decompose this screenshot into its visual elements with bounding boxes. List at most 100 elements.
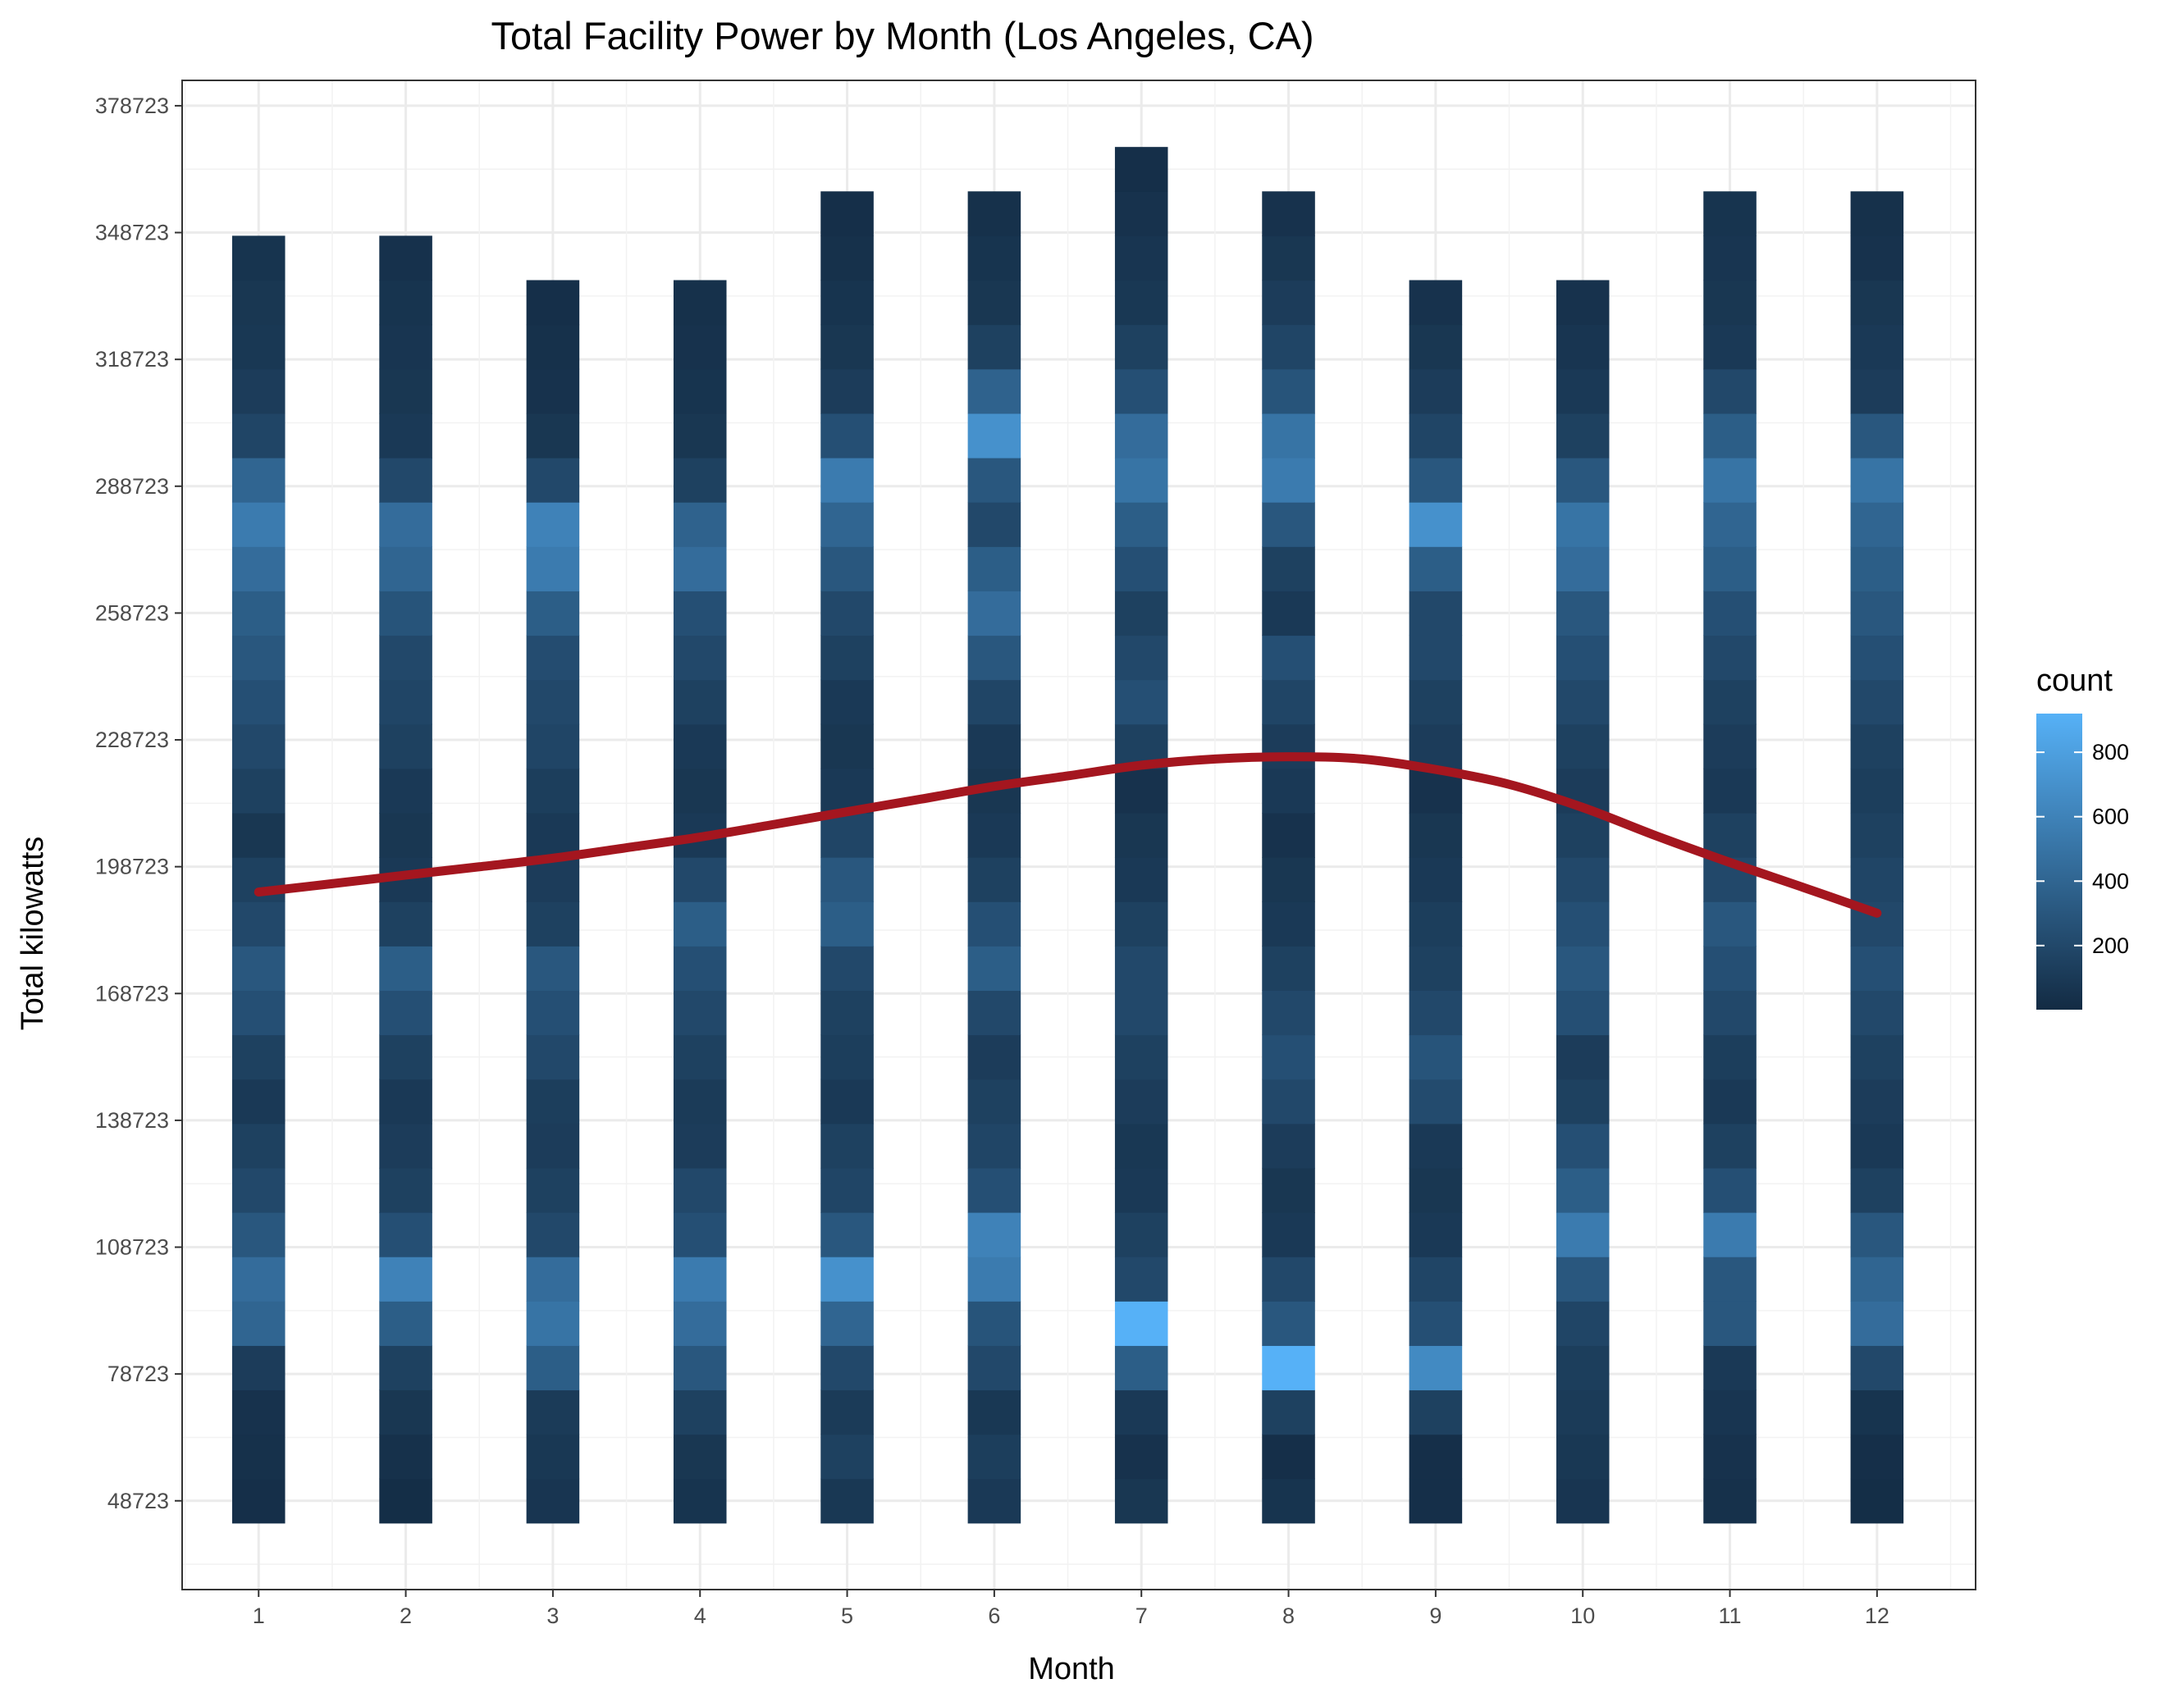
heatmap-bin [1114, 591, 1168, 636]
heatmap-bin [379, 1257, 432, 1302]
heatmap-bin [379, 1478, 432, 1524]
heatmap-bin [1703, 1434, 1757, 1480]
heatmap-bin [379, 235, 432, 281]
y-tick-label: 288723 [95, 474, 169, 499]
heatmap-bin [1262, 1123, 1315, 1169]
heatmap-bin [526, 1079, 580, 1125]
heatmap-bin [673, 502, 727, 547]
heatmap-bin [1556, 723, 1610, 769]
y-tick-label: 258723 [95, 600, 169, 625]
legend-tick-label: 400 [2092, 869, 2129, 893]
heatmap-bin [231, 280, 286, 326]
heatmap-bin [1703, 324, 1757, 370]
heatmap-bin [967, 679, 1021, 725]
heatmap-bin [1850, 502, 1904, 547]
heatmap-bin [1409, 546, 1463, 591]
heatmap-bin [1703, 280, 1757, 326]
heatmap-bin [1262, 812, 1315, 858]
heatmap-bin [379, 946, 432, 992]
heatmap-bin [967, 1301, 1021, 1346]
heatmap-bin [1556, 324, 1610, 370]
heatmap-bin [1703, 1389, 1757, 1435]
heatmap-bin [379, 1434, 432, 1480]
heatmap-bin [1114, 946, 1168, 992]
heatmap-bin [967, 368, 1021, 414]
legend: count 200 400 600 800 [2036, 664, 2129, 1010]
heatmap-bin [379, 1212, 432, 1257]
heatmap-bin [379, 413, 432, 458]
heatmap-bin [1409, 413, 1463, 458]
heatmap-bin [1850, 723, 1904, 769]
heatmap-bin [1556, 1478, 1610, 1524]
heatmap-bin [820, 723, 874, 769]
heatmap-bin [820, 857, 874, 902]
heatmap-bin [1850, 812, 1904, 858]
heatmap-bin [526, 1257, 580, 1302]
heatmap-bin [379, 990, 432, 1036]
heatmap-bin [1114, 1123, 1168, 1169]
heatmap-bin [379, 1301, 432, 1346]
heatmap-bin [1703, 1345, 1757, 1391]
heatmap-bin [820, 990, 874, 1036]
x-tick-label: 9 [1429, 1604, 1442, 1628]
heatmap-bin [1114, 901, 1168, 947]
heatmap-bin [526, 1167, 580, 1213]
heatmap-bin [379, 1389, 432, 1435]
y-tick-label: 48723 [107, 1489, 169, 1513]
heatmap-bin [1409, 1167, 1463, 1213]
heatmap-bin [1262, 1389, 1315, 1435]
heatmap-bin [1556, 546, 1610, 591]
heatmap-bin [1850, 1212, 1904, 1257]
heatmap-bin [1556, 990, 1610, 1036]
heatmap-bin [526, 413, 580, 458]
heatmap-bin [967, 1123, 1021, 1169]
heatmap-bin [379, 280, 432, 326]
heatmap-bin [1556, 1167, 1610, 1213]
heatmap-bin [820, 324, 874, 370]
heatmap-bin [231, 1257, 286, 1302]
heatmap-bin [1114, 1389, 1168, 1435]
heatmap-bin [1409, 1478, 1463, 1524]
heatmap-bin [1114, 857, 1168, 902]
heatmap-bin [1262, 1079, 1315, 1125]
heatmap-bin [673, 1478, 727, 1524]
heatmap-bin [526, 812, 580, 858]
heatmap-bin [231, 458, 286, 503]
heatmap-bin [1850, 546, 1904, 591]
heatmap-bin [820, 1257, 874, 1302]
heatmap-bin [1409, 458, 1463, 503]
heatmap-bin [673, 679, 727, 725]
heatmap-bin [1409, 635, 1463, 681]
heatmap-bin [231, 1167, 286, 1213]
heatmap-bin [1114, 1079, 1168, 1125]
heatmap-bin [231, 1034, 286, 1080]
heatmap-bin [820, 1389, 874, 1435]
heatmap-bin [1850, 1345, 1904, 1391]
heatmap-bin [1114, 1301, 1168, 1346]
heatmap-bin [1703, 1123, 1757, 1169]
heatmap-bin [1114, 1034, 1168, 1080]
heatmap-bin [967, 324, 1021, 370]
heatmap-bin [1114, 324, 1168, 370]
heatmap-bin [1262, 635, 1315, 681]
heatmap-bin [1262, 901, 1315, 947]
heatmap-bin [1409, 368, 1463, 414]
heatmap-bin [1850, 591, 1904, 636]
heatmap-bin [526, 1345, 580, 1391]
heatmap-bin [820, 812, 874, 858]
heatmap-bin [1262, 1301, 1315, 1346]
heatmap-bin [1262, 1167, 1315, 1213]
heatmap-bin [967, 235, 1021, 281]
heatmap-bin [1703, 235, 1757, 281]
heatmap-bin [1850, 635, 1904, 681]
heatmap-bin [1114, 368, 1168, 414]
heatmap-bin [526, 990, 580, 1036]
heatmap-bin [820, 368, 874, 414]
heatmap-bin [1556, 1212, 1610, 1257]
heatmap-bin [820, 235, 874, 281]
heatmap-bin [1114, 1345, 1168, 1391]
heatmap-bin [673, 1345, 727, 1391]
x-tick-label: 3 [546, 1604, 559, 1628]
heatmap-bin [967, 1257, 1021, 1302]
heatmap-bin [1262, 368, 1315, 414]
